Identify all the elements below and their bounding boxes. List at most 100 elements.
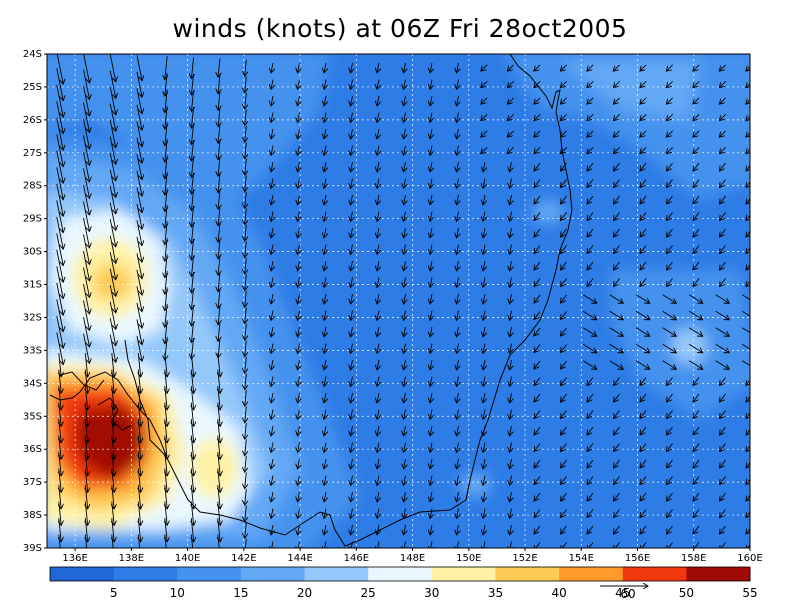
wind-arrow — [582, 360, 597, 369]
wind-arrow — [693, 459, 700, 468]
wind-arrow — [56, 101, 63, 133]
wind-arrow — [510, 426, 512, 436]
wind-arrow — [165, 419, 167, 443]
wind-arrow — [85, 501, 87, 526]
wind-arrow — [483, 541, 485, 548]
wind-vectors — [56, 54, 750, 548]
wind-arrow — [136, 335, 142, 361]
lat-label: 26S — [23, 115, 42, 126]
wind-arrow — [83, 300, 90, 331]
wind-arrow — [430, 442, 432, 453]
wind-arrow — [720, 195, 726, 204]
wind-arrow — [746, 412, 750, 419]
wind-arrow — [561, 344, 567, 353]
wind-arrow — [245, 472, 247, 488]
wind-arrow — [404, 79, 406, 90]
wind-arrow — [137, 534, 141, 548]
wind-arrow — [109, 219, 116, 247]
wind-arrow — [165, 435, 167, 460]
wind-arrow — [164, 534, 167, 548]
wind-arrow — [693, 542, 700, 548]
wind-arrow — [404, 195, 406, 205]
wind-arrow — [83, 201, 90, 232]
wind-arrow — [109, 136, 116, 165]
wind-arrow — [377, 327, 379, 337]
wind-arrow — [640, 476, 647, 485]
wind-arrow — [640, 278, 647, 287]
wind-arrow — [430, 310, 432, 321]
wind-arrow — [404, 360, 406, 370]
wind-arrow — [746, 81, 750, 87]
wind-arrow — [165, 56, 167, 79]
wind-arrow — [298, 376, 300, 387]
wind-arrow — [191, 402, 193, 427]
wind-arrow — [688, 310, 703, 319]
wind-arrow — [191, 435, 193, 460]
wind-arrow — [720, 492, 726, 501]
lat-label: 37S — [23, 477, 42, 488]
wind-arrow — [430, 327, 432, 337]
wind-arrow — [430, 459, 432, 469]
wind-arrow — [741, 310, 750, 319]
wind-arrow — [112, 369, 114, 394]
wind-arrow — [404, 442, 406, 453]
wind-arrow — [746, 544, 750, 548]
wind-arrow — [191, 369, 193, 394]
wind-arrow — [85, 485, 87, 509]
colorbar-label: 55 — [742, 586, 757, 600]
wind-arrow — [165, 204, 167, 228]
wind-arrow — [481, 130, 488, 137]
wind-arrow — [457, 360, 459, 370]
wind-arrow — [165, 72, 167, 96]
wind-arrow — [218, 289, 220, 309]
wind-arrow — [430, 112, 432, 123]
wind-arrow — [667, 443, 673, 452]
wind-arrow — [640, 525, 647, 534]
wind-arrow — [404, 112, 406, 123]
wind-arrow — [430, 145, 432, 156]
wind-arrow — [351, 162, 353, 172]
wind-arrow — [746, 478, 750, 485]
wind-arrow — [688, 360, 703, 369]
wind-arrow — [483, 442, 485, 453]
wind-arrow — [271, 508, 273, 519]
wind-arrow — [746, 114, 750, 120]
wind-arrow — [351, 195, 353, 205]
lat-label: 24S — [23, 49, 42, 60]
lat-label: 28S — [23, 181, 42, 192]
wind-arrow — [351, 178, 353, 189]
wind-arrow — [245, 257, 247, 274]
wind-arrow — [561, 459, 567, 468]
colorbar-label: 35 — [488, 586, 503, 600]
wind-arrow — [640, 410, 647, 419]
wind-arrow — [457, 145, 459, 156]
wind-arrow — [667, 278, 673, 287]
colorbar-swatch — [368, 567, 433, 581]
wind-arrow — [667, 393, 673, 402]
wind-arrow — [430, 63, 432, 73]
wind-arrow — [351, 63, 353, 73]
wind-arrow — [109, 103, 116, 132]
wind-arrow — [614, 212, 620, 221]
wind-arrow — [693, 228, 700, 237]
wind-arrow — [667, 492, 673, 501]
wind-arrow — [351, 96, 353, 106]
wind-arrow — [83, 234, 90, 265]
latitude-labels: 24S 25S 26S 27S 28S 29S 30S 31S 32S 33S 34S 35S 36S 3… — [23, 49, 47, 554]
wind-arrow — [457, 228, 459, 238]
wind-arrow — [720, 162, 726, 171]
wind-arrow — [561, 542, 567, 548]
wind-arrow — [741, 343, 750, 352]
wind-arrow — [351, 145, 353, 156]
wind-arrow — [587, 228, 594, 237]
wind-arrow — [746, 379, 750, 386]
wind-arrow — [298, 261, 300, 271]
wind-arrow — [83, 184, 90, 215]
wind-arrow — [271, 79, 273, 90]
wind-arrow — [510, 277, 512, 288]
wind-arrow — [377, 310, 379, 321]
colorbar-swatch — [113, 567, 178, 581]
lat-label: 31S — [23, 280, 42, 291]
wind-arrow — [324, 294, 326, 304]
wind-arrow — [351, 409, 353, 420]
